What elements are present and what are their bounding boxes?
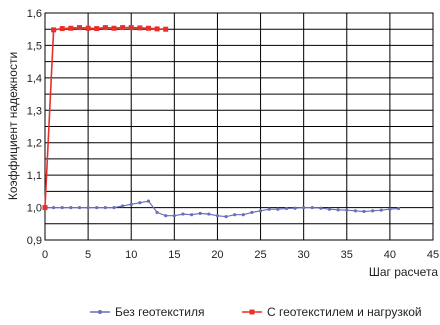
- data-point: [302, 205, 306, 210]
- legend-marker: [98, 310, 102, 314]
- legend: Без геотекстиля С геотекстилем и нагрузко…: [90, 305, 422, 319]
- x-tick-label: 35: [341, 249, 353, 261]
- data-point: [68, 25, 74, 31]
- data-point: [154, 26, 160, 32]
- x-tick-labels: 0 5 10 15 20 25 30 35 40 45: [42, 249, 439, 261]
- data-point: [172, 214, 176, 218]
- data-point: [207, 212, 211, 216]
- data-point: [112, 205, 116, 210]
- data-point: [77, 205, 82, 210]
- data-point: [129, 202, 133, 206]
- data-point: [189, 213, 194, 217]
- data-point: [94, 26, 100, 32]
- legend-marker: [249, 309, 255, 315]
- y-tick-label: 1,4: [27, 73, 42, 85]
- data-point: [233, 213, 237, 217]
- data-point: [155, 210, 159, 215]
- data-point: [336, 208, 340, 212]
- data-point: [327, 207, 332, 211]
- data-point: [215, 214, 220, 218]
- data-point: [76, 25, 82, 31]
- data-point: [137, 25, 143, 31]
- data-point: [111, 25, 117, 31]
- y-tick-label: 1,5: [27, 40, 42, 52]
- data-point: [85, 25, 91, 31]
- x-tick-label: 5: [85, 249, 91, 261]
- data-point: [284, 206, 289, 211]
- y-tick-label: 1,6: [27, 8, 42, 20]
- legend-label: С геотекстилем и нагрузкой: [267, 305, 422, 319]
- data-point: [102, 25, 108, 31]
- data-point: [59, 26, 65, 32]
- data-point: [69, 205, 73, 210]
- x-tick-label: 40: [384, 249, 396, 261]
- x-axis-title: Шаг расчета: [369, 265, 438, 279]
- data-point: [198, 211, 202, 216]
- data-point: [362, 209, 366, 214]
- data-point: [250, 210, 254, 215]
- data-point: [51, 27, 57, 33]
- x-tick-label: 25: [254, 249, 266, 261]
- data-point: [353, 209, 357, 213]
- x-tick-label: 15: [168, 249, 180, 261]
- data-point: [146, 199, 151, 203]
- data-point: [293, 206, 297, 210]
- x-tick-label: 30: [298, 249, 310, 261]
- data-point: [52, 205, 56, 210]
- data-point: [103, 205, 107, 210]
- y-tick-labels: 0,9 1,0 1,1 1,2 1,3 1,4 1,5 1,6: [27, 8, 42, 247]
- series-layer: [42, 25, 401, 219]
- x-tick-label: 0: [42, 249, 48, 261]
- y-tick-label: 1,2: [27, 138, 42, 150]
- data-point: [310, 205, 314, 210]
- data-point: [86, 205, 90, 210]
- data-point: [95, 205, 99, 210]
- data-point: [267, 207, 271, 211]
- legend-item: С геотекстилем и нагрузкой: [242, 305, 422, 319]
- data-point: [138, 201, 142, 205]
- legend-item: Без геотекстиля: [90, 305, 204, 319]
- data-point: [121, 204, 125, 208]
- data-point: [181, 212, 185, 216]
- data-point: [128, 25, 134, 31]
- grid: [45, 13, 433, 240]
- data-point: [120, 25, 126, 31]
- data-point: [241, 213, 245, 217]
- data-point: [145, 25, 151, 31]
- x-tick-label: 45: [427, 249, 439, 261]
- data-point: [276, 207, 280, 211]
- y-tick-label: 1,1: [27, 170, 42, 182]
- data-point: [371, 209, 375, 213]
- data-point: [224, 215, 228, 219]
- data-point: [60, 205, 64, 210]
- legend-label: Без геотекстиля: [115, 305, 204, 319]
- series-geotextile-load: [42, 25, 169, 211]
- data-point: [388, 207, 392, 211]
- data-point: [258, 209, 263, 213]
- y-tick-label: 0,9: [27, 235, 42, 247]
- data-point: [319, 206, 323, 210]
- data-point: [396, 206, 401, 211]
- data-point: [379, 208, 383, 212]
- x-tick-label: 20: [211, 249, 223, 261]
- data-point: [164, 214, 168, 218]
- y-axis-title: Коэффициент надежности: [6, 52, 20, 200]
- data-point: [42, 205, 48, 211]
- y-tick-label: 1,0: [27, 203, 42, 215]
- x-tick-label: 10: [125, 249, 137, 261]
- y-tick-label: 1,3: [27, 105, 42, 117]
- data-point: [163, 26, 169, 32]
- data-point: [345, 208, 349, 212]
- series-no-geotextile: [43, 199, 401, 219]
